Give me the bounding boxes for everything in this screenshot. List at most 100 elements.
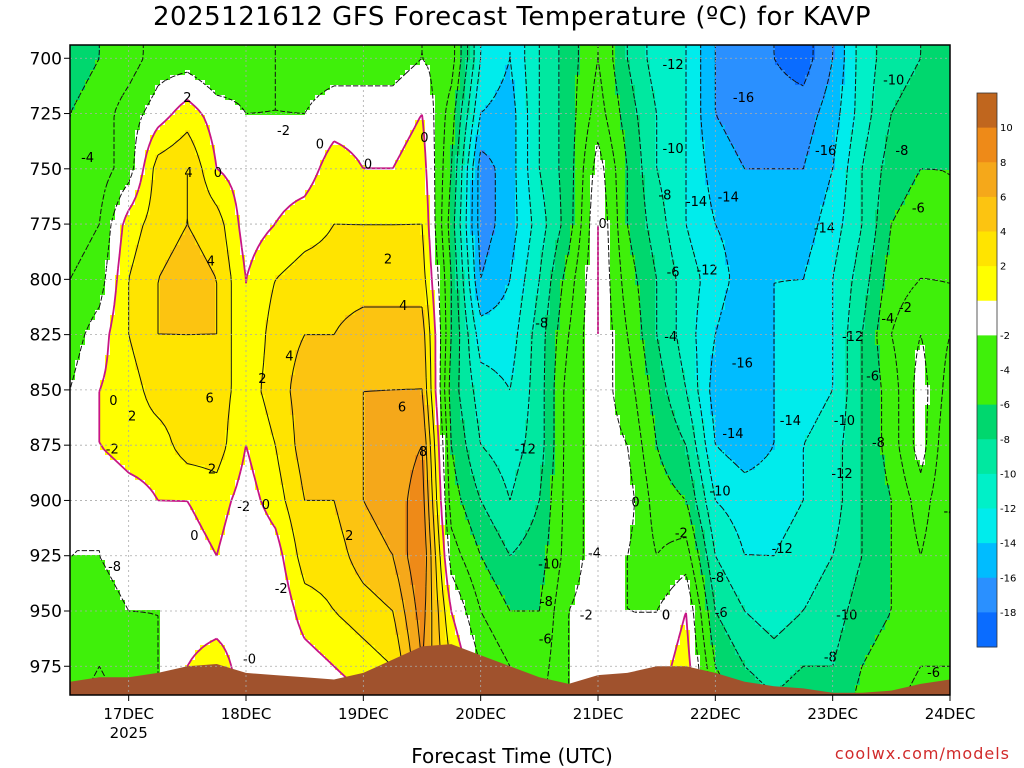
heat-cell xyxy=(160,390,166,396)
heat-cell xyxy=(175,470,181,476)
heat-cell xyxy=(240,70,246,76)
heat-cell xyxy=(190,635,196,641)
heat-cell xyxy=(135,150,141,156)
heat-cell xyxy=(80,220,86,226)
heat-cell xyxy=(240,405,246,411)
heat-cell xyxy=(170,230,176,236)
heat-cell xyxy=(225,170,231,176)
heat-cell xyxy=(240,605,246,611)
heat-cell xyxy=(240,185,246,191)
heat-cell xyxy=(70,175,76,181)
heat-cell xyxy=(70,85,76,91)
heat-cell xyxy=(185,470,191,476)
heat-cell xyxy=(150,445,156,451)
heat-cell xyxy=(170,465,176,471)
heat-cell xyxy=(145,590,151,596)
heat-cell xyxy=(220,65,226,71)
heat-cell xyxy=(235,50,241,56)
heat-cell xyxy=(200,660,206,666)
heat-cell xyxy=(135,395,141,401)
heat-cell xyxy=(155,390,161,396)
heat-cell xyxy=(225,300,231,306)
heat-cell xyxy=(175,210,181,216)
heat-cell xyxy=(160,175,166,181)
heat-cell xyxy=(220,125,226,131)
heat-cell xyxy=(70,395,76,401)
heat-cell xyxy=(155,375,161,381)
heat-cell xyxy=(210,495,216,501)
heat-cell xyxy=(190,305,196,311)
heat-cell xyxy=(210,350,216,356)
heat-cell xyxy=(230,635,236,641)
heat-cell xyxy=(110,550,116,556)
heat-cell xyxy=(150,600,156,606)
heat-cell xyxy=(130,515,136,521)
heat-cell xyxy=(215,390,221,396)
heat-cell xyxy=(195,405,201,411)
heat-cell xyxy=(225,450,231,456)
heat-cell xyxy=(135,510,141,516)
heat-cell xyxy=(195,215,201,221)
heat-cell xyxy=(215,130,221,136)
heat-cell xyxy=(85,95,91,101)
heat-cell xyxy=(120,455,126,461)
heat-cell xyxy=(190,570,196,576)
heat-cell xyxy=(220,340,226,346)
heat-cell xyxy=(160,205,166,211)
heat-cell xyxy=(125,400,131,406)
heat-cell xyxy=(145,315,151,321)
heat-cell xyxy=(185,150,191,156)
heat-cell xyxy=(180,660,186,666)
heat-cell xyxy=(135,595,141,601)
heat-cell xyxy=(200,215,206,221)
heat-cell xyxy=(125,590,131,596)
heat-cell xyxy=(135,390,141,396)
heat-cell xyxy=(165,125,171,131)
heat-cell xyxy=(120,180,126,186)
heat-cell xyxy=(190,600,196,606)
heat-cell xyxy=(155,455,161,461)
heat-cell xyxy=(235,310,241,316)
heat-cell xyxy=(130,140,136,146)
heat-cell xyxy=(125,390,131,396)
heat-cell xyxy=(240,630,246,636)
heat-cell xyxy=(120,665,126,671)
heat-cell xyxy=(80,585,86,591)
heat-cell xyxy=(210,480,216,486)
heat-cell xyxy=(220,570,226,576)
heat-cell xyxy=(225,275,231,281)
heat-cell xyxy=(90,335,96,341)
heat-cell xyxy=(200,355,206,361)
heat-cell xyxy=(145,285,151,291)
heat-cell xyxy=(145,545,151,551)
heat-cell xyxy=(105,120,111,126)
heat-cell xyxy=(100,495,106,501)
heat-cell xyxy=(180,340,186,346)
heat-cell xyxy=(140,510,146,516)
heat-cell xyxy=(150,125,156,131)
heat-cell xyxy=(220,90,226,96)
heat-cell xyxy=(165,270,171,276)
heat-cell xyxy=(85,115,91,121)
heat-cell xyxy=(165,520,171,526)
heat-cell xyxy=(190,405,196,411)
heat-cell xyxy=(210,435,216,441)
heat-cell xyxy=(195,380,201,386)
heat-cell xyxy=(130,245,136,251)
heat-cell xyxy=(140,350,146,356)
heat-cell xyxy=(235,240,241,246)
heat-cell xyxy=(190,465,196,471)
heat-cell xyxy=(125,195,131,201)
heat-cell xyxy=(220,85,226,91)
heat-cell xyxy=(220,605,226,611)
heat-cell xyxy=(80,645,86,651)
heat-cell xyxy=(110,150,116,156)
heat-cell xyxy=(145,270,151,276)
heat-cell xyxy=(85,585,91,591)
heat-cell xyxy=(80,215,86,221)
heat-cell xyxy=(85,225,91,231)
heat-cell xyxy=(70,620,76,626)
heat-cell xyxy=(185,365,191,371)
heat-cell xyxy=(80,535,86,541)
heat-cell xyxy=(190,520,196,526)
